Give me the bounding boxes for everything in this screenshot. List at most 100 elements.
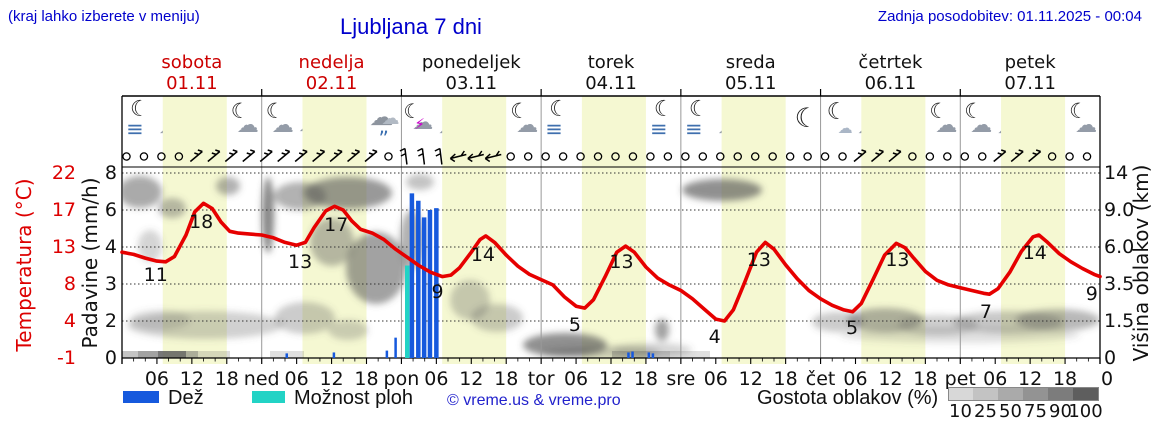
calm-wind-icon xyxy=(698,152,708,161)
copyright-link[interactable]: © vreme.us & vreme.pro xyxy=(447,392,621,409)
calm-wind-icon xyxy=(611,152,620,161)
shower-bar xyxy=(405,265,410,358)
wind-barb-icon xyxy=(467,150,484,163)
ground-cloud-cell xyxy=(186,351,198,358)
daylight-band xyxy=(721,96,786,364)
temperature-value-label: 17 xyxy=(324,214,348,236)
rain-bar xyxy=(647,352,651,358)
axis-tick-label: 8 xyxy=(105,162,117,184)
temperature-value-label: 14 xyxy=(1023,242,1047,264)
calm-wind-icon xyxy=(1065,152,1074,161)
axis-tick-label: 6.0 xyxy=(1104,236,1134,258)
wind-barb-icon xyxy=(347,149,361,163)
location-menu-hint: (kraj lahko izberete v meniju) xyxy=(8,8,200,25)
wind-barb-icon xyxy=(207,149,221,163)
rain-bar xyxy=(285,353,288,358)
calm-wind-icon xyxy=(681,152,690,161)
wind-barb-icon xyxy=(277,149,291,163)
wind-barb-icon xyxy=(224,149,238,163)
rain-bar xyxy=(409,193,415,358)
wind-barb-icon xyxy=(242,149,256,163)
wind-barb-icon xyxy=(853,149,867,163)
ground-cloud-cell xyxy=(198,351,230,358)
day-date-label: 07.11 xyxy=(1004,73,1056,94)
axis-tick-label: 3 xyxy=(105,273,117,295)
temperature-value-label: 9 xyxy=(431,281,443,303)
wind-barb-icon xyxy=(870,149,884,163)
day-date-label: 04.11 xyxy=(585,73,637,94)
calm-wind-icon xyxy=(716,152,725,161)
wind-barb-icon xyxy=(434,147,443,165)
axis-tick-label: 6 xyxy=(105,199,117,221)
wind-symbols-row xyxy=(122,147,1092,165)
temperature-value-label: 18 xyxy=(189,211,213,233)
day-date-label: 02.11 xyxy=(305,73,358,94)
calm-wind-icon xyxy=(820,152,830,161)
axis-tick-label: -1 xyxy=(57,347,76,369)
day-name-label: sobota xyxy=(161,52,223,73)
temperature-value-label: 7 xyxy=(980,301,992,323)
wind-barb-icon xyxy=(417,147,426,165)
wind-barb-icon xyxy=(259,149,273,163)
calm-wind-icon xyxy=(663,152,673,161)
calm-wind-icon xyxy=(646,152,655,161)
calm-wind-icon xyxy=(908,152,917,161)
calm-wind-icon xyxy=(157,152,166,161)
calm-wind-icon xyxy=(803,152,812,161)
wind-barb-icon xyxy=(189,149,203,163)
axis-tick-label: 2 xyxy=(105,310,117,332)
calm-wind-icon xyxy=(558,152,568,161)
temperature-value-label: 11 xyxy=(144,264,168,286)
axis-tick-label: 0 xyxy=(1104,347,1116,369)
axis-tick-label: 3.5 xyxy=(1104,273,1134,295)
calm-wind-icon xyxy=(593,152,603,161)
page-title: Ljubljana 7 dni xyxy=(340,14,482,39)
temperature-value-label: 13 xyxy=(288,251,312,273)
rain-bar xyxy=(385,350,389,358)
day-name-label: torek xyxy=(587,52,635,73)
calm-wind-icon xyxy=(628,152,638,161)
axis-tick-label: 13 xyxy=(52,236,76,258)
last-update-label: Zadnja posodobitev: 01.11.2025 - 00:04 xyxy=(877,8,1142,25)
rain-bar xyxy=(434,208,439,358)
day-date-label: 05.11 xyxy=(724,73,777,94)
day-name-label: četrtek xyxy=(858,52,923,73)
wind-barb-icon xyxy=(449,150,467,163)
temperature-value-label: 14 xyxy=(471,244,495,266)
wind-barb-icon xyxy=(312,149,326,163)
temperature-value-label: 13 xyxy=(747,249,771,271)
calm-wind-icon xyxy=(978,152,987,161)
rain-bar xyxy=(394,337,397,358)
calm-wind-icon xyxy=(838,152,847,161)
calm-wind-icon xyxy=(174,152,184,161)
calm-wind-icon xyxy=(523,152,533,161)
day-name-label: sreda xyxy=(725,52,776,73)
rain-bar xyxy=(631,351,634,358)
day-name-label: ponedeljek xyxy=(421,52,521,73)
calm-wind-icon xyxy=(785,152,795,161)
axis-tick-label: 0 xyxy=(105,347,117,369)
calm-wind-icon xyxy=(506,152,515,161)
calm-wind-icon xyxy=(541,152,550,161)
calm-wind-icon xyxy=(960,152,970,161)
rain-bar xyxy=(416,200,421,358)
rain-bar xyxy=(651,353,655,358)
ground-cloud-cell xyxy=(138,351,158,358)
day-date-label: 06.11 xyxy=(864,73,917,94)
rain-bar xyxy=(627,352,630,358)
temperature-value-label: 13 xyxy=(609,251,633,273)
wind-barb-icon xyxy=(888,149,902,163)
calm-wind-icon xyxy=(943,152,952,161)
calm-wind-icon xyxy=(768,152,777,161)
daylight-band xyxy=(581,96,646,364)
ground-cloud-cell xyxy=(122,351,138,358)
wind-barb-icon xyxy=(993,149,1007,163)
axis-tick-label: 1.5 xyxy=(1104,310,1134,332)
calm-wind-icon xyxy=(384,152,393,161)
calm-wind-icon xyxy=(750,152,760,161)
day-date-label: 01.11 xyxy=(166,73,218,94)
calm-wind-icon xyxy=(1047,152,1057,161)
calm-wind-icon xyxy=(1082,152,1092,161)
